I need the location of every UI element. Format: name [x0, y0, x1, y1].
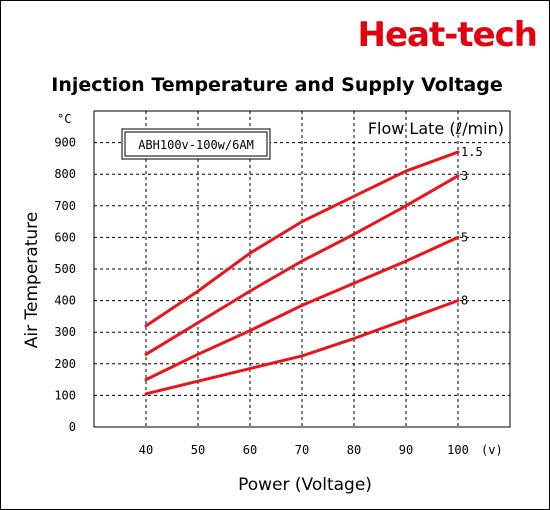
- series-line: [144, 150, 460, 328]
- y-unit-label: °C: [57, 112, 71, 126]
- series-label: 3: [461, 169, 468, 183]
- model-label-box-outer: [121, 128, 271, 160]
- y-tick-label: 700: [54, 199, 76, 213]
- series-label: 1.5: [461, 145, 483, 159]
- y-tick-labels: 0 100 200 300 400 500 600 700 800 900: [54, 136, 76, 434]
- y-tick-label: 0: [69, 420, 76, 434]
- series-label: 5: [461, 230, 468, 244]
- model-label: ABH100v-100w/6AM: [138, 138, 254, 152]
- x-tick-label: 70: [295, 443, 309, 457]
- brand-logo: Heat-tech: [357, 15, 538, 55]
- series-label: 8: [461, 294, 468, 308]
- y-tick-label: 200: [54, 357, 76, 371]
- y-tick-label: 100: [54, 388, 76, 402]
- series-group: 1.5 3 5 8: [144, 145, 483, 396]
- y-tick-label: 500: [54, 262, 76, 276]
- x-tick-labels: 40 50 60 70 80 90 100: [139, 443, 469, 457]
- x-tick-label: 90: [399, 443, 413, 457]
- x-tick-label: 80: [347, 443, 361, 457]
- y-tick-label: 800: [54, 167, 76, 181]
- y-tick-label: 900: [54, 136, 76, 150]
- legend-title: Flow Late (ℓ/min): [368, 119, 504, 138]
- series-line: [144, 174, 460, 356]
- x-tick-label: 40: [139, 443, 153, 457]
- chart-title: Injection Temperature and Supply Voltage: [51, 74, 502, 96]
- y-axis-label: Air Temperature: [22, 212, 42, 348]
- y-tick-label: 400: [54, 294, 76, 308]
- grid: [94, 111, 510, 427]
- series-line: [144, 299, 460, 396]
- y-tick-label: 300: [54, 325, 76, 339]
- x-unit-label: (v): [481, 443, 503, 457]
- x-tick-label: 60: [243, 443, 257, 457]
- y-tick-label: 600: [54, 230, 76, 244]
- x-axis-label: Power (Voltage): [238, 475, 372, 495]
- series-line: [144, 235, 460, 382]
- x-tick-label: 50: [191, 443, 205, 457]
- model-label-box-inner: [124, 131, 268, 157]
- x-tick-label: 100: [447, 443, 469, 457]
